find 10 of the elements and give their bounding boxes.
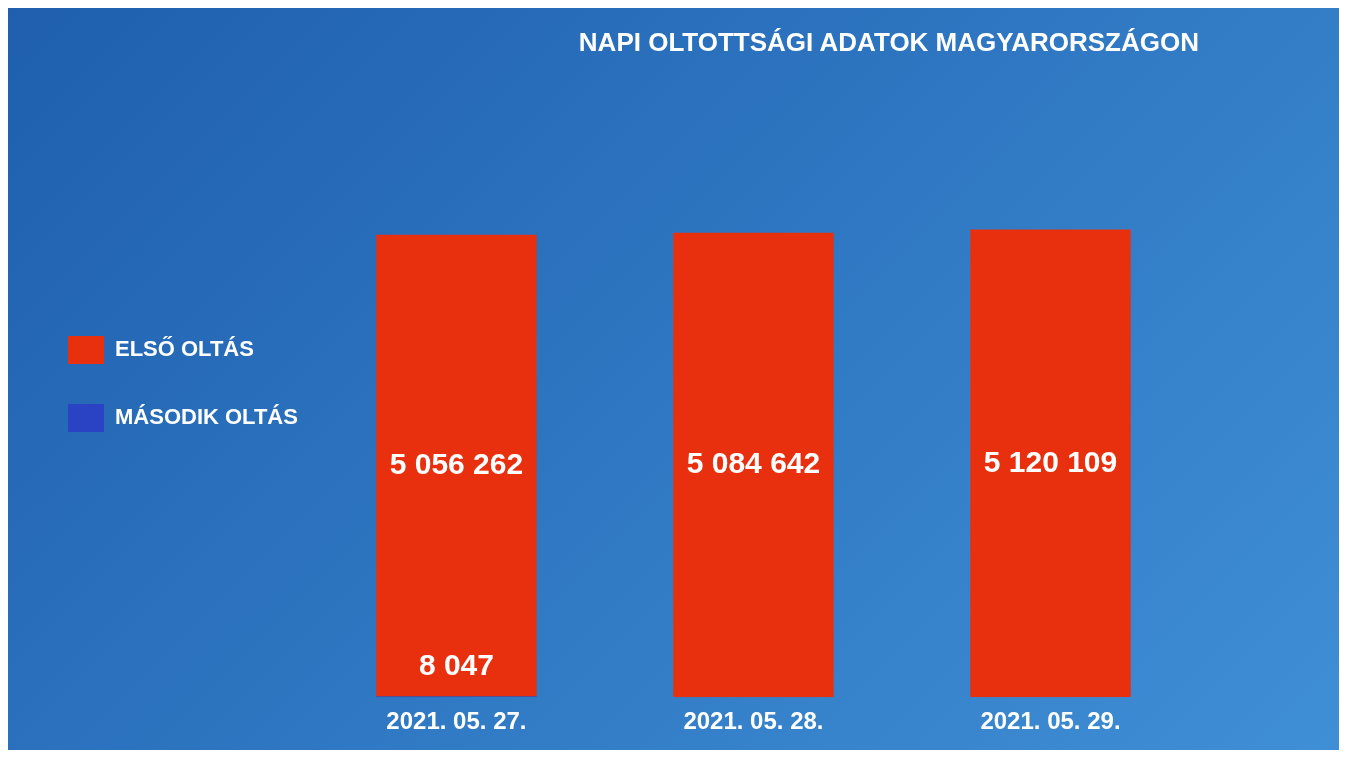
legend-label: ELSŐ OLTÁS [115,336,254,362]
chart-title: NAPI OLTOTTSÁGI ADATOK MAGYARORSZÁGON [578,26,1199,57]
x-tick-label: 2021. 05. 28. [683,707,824,735]
data-label: 5 084 642 [686,446,821,480]
x-tick-label: 2021. 05. 27. [386,707,527,735]
data-label: 5 120 109 [983,444,1118,478]
x-tick-label: 2021. 05. 29. [980,707,1121,735]
data-label: 8 047 [418,648,494,682]
data-label: 5 056 262 [389,446,524,480]
legend-label: MÁSODIK OLTÁS [115,404,298,430]
